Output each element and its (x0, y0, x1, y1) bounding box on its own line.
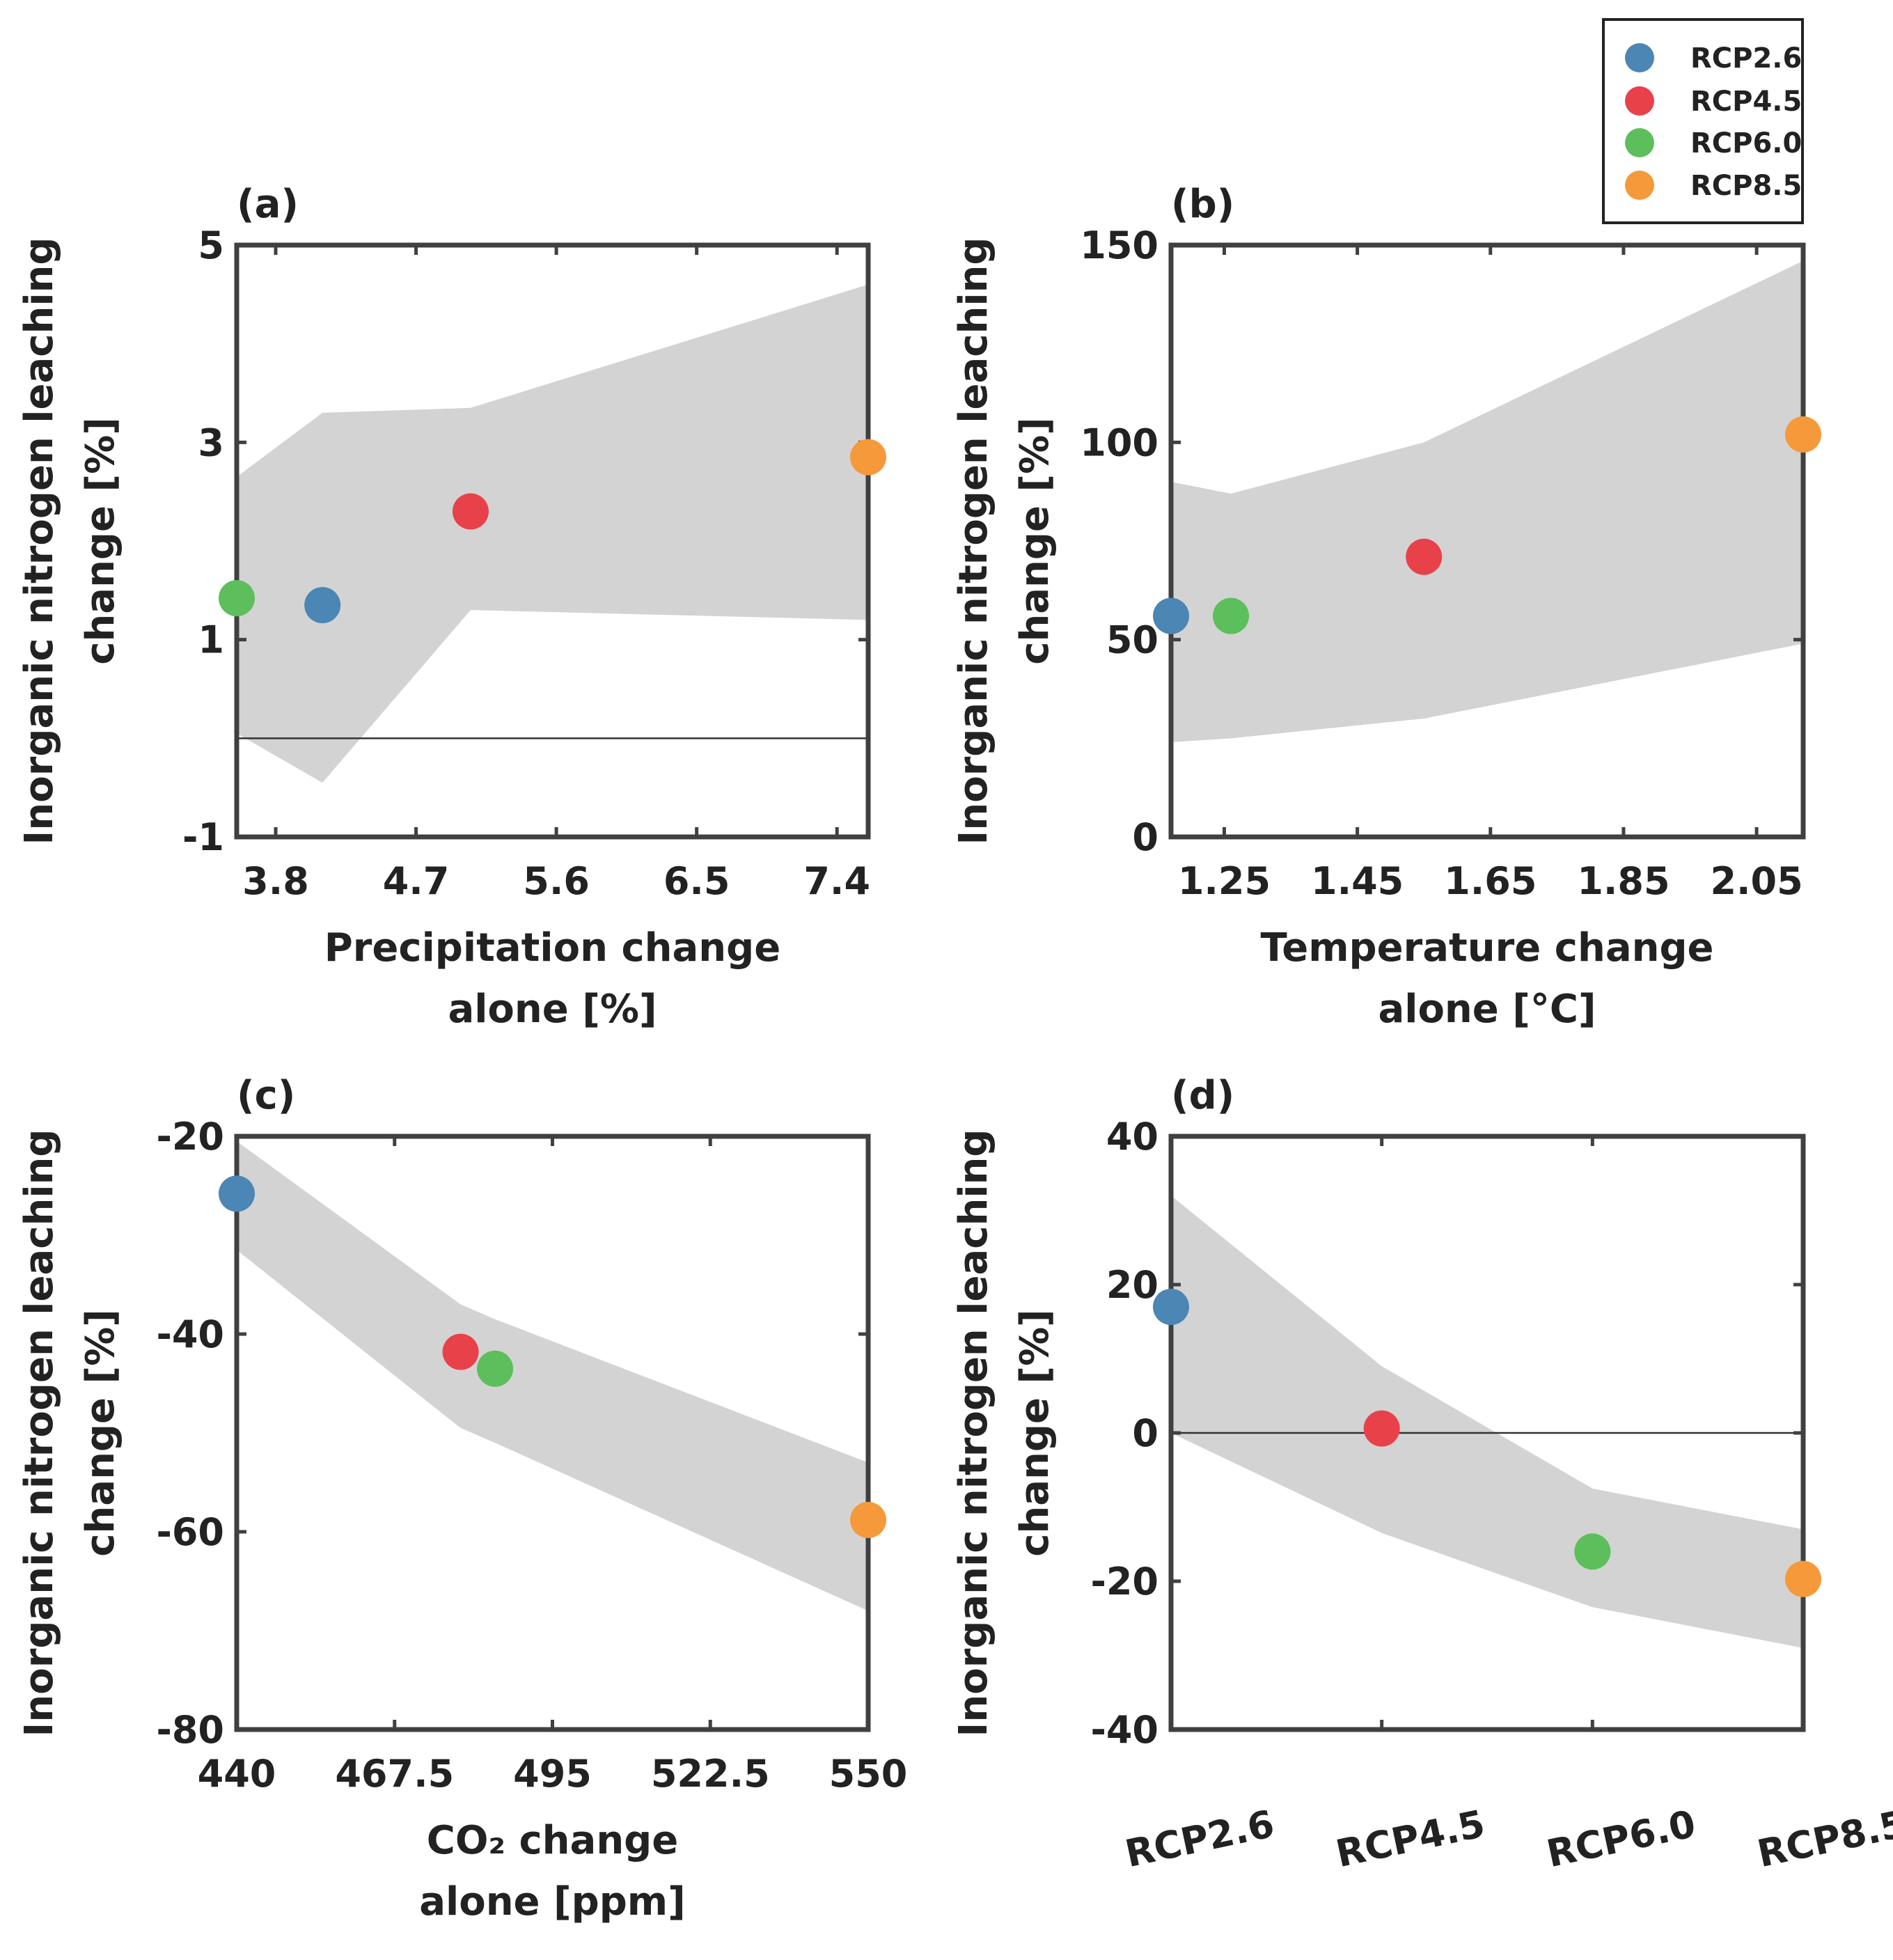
y-axis-label-a: Inorganic nitrogen leaching change [%] (17, 237, 123, 845)
y-tick-label-b: 150 (1080, 224, 1158, 267)
x-axis-label-line: Temperature change (1260, 925, 1713, 971)
x-axis-label-line: Precipitation change (324, 925, 780, 971)
x-tick-label-a: 4.7 (383, 859, 450, 903)
y-tick-label-a: 1 (198, 618, 224, 662)
x-tick-label-c: 440 (198, 1752, 276, 1796)
y-tick-label-d: -40 (1090, 1708, 1158, 1752)
y-axis-label-line: Inorganic nitrogen leaching (17, 237, 62, 845)
panel-a: -1 1 3 5 3.8 4.7 5.6 6.5 7.4 (a) Inorganic nitroge… (17, 182, 886, 1032)
plot-frame-b (1168, 242, 1806, 840)
legend-marker-rcp45 (1625, 86, 1654, 116)
x-axis-label-line: alone [°C] (1378, 987, 1596, 1032)
x-tick-label-a: 7.4 (803, 859, 870, 903)
point-rcp60-d (1574, 1533, 1611, 1570)
range-band-d (1171, 1195, 1803, 1648)
y-axis-label-d: Inorganic nitrogen leaching change [%] (951, 1129, 1058, 1737)
y-tick-label-b: 100 (1080, 421, 1158, 464)
point-rcp85-a (850, 439, 886, 476)
legend-label-rcp45: RCP4.5 (1690, 86, 1802, 118)
x-axis-label-c: CO₂ change alone [ppm] (419, 1818, 686, 1924)
x-tick-label-d: RCP4.5 (1332, 1802, 1489, 1876)
range-band-b (1171, 260, 1803, 743)
y-tick-label-c: -20 (156, 1115, 224, 1159)
x-tick-label-d: RCP2.6 (1122, 1802, 1278, 1876)
point-rcp45-a (452, 493, 489, 530)
y-tick-label-d: 20 (1106, 1263, 1158, 1307)
x-tick-label-b: 1.25 (1178, 859, 1271, 903)
panel-label-a: (a) (237, 182, 299, 227)
panel-label-d: (d) (1171, 1073, 1234, 1118)
y-tick-label-a: 3 (198, 421, 224, 464)
y-axis-label-line: Inorganic nitrogen leaching (17, 1129, 62, 1737)
point-rcp85-b (1785, 416, 1821, 453)
y-tick-label-d: 0 (1132, 1411, 1158, 1455)
legend: RCP2.6 RCP4.5 RCP6.0 RCP8.5 (1602, 18, 1804, 224)
x-axis-label-line: alone [ppm] (419, 1879, 686, 1924)
panel-label-c: (c) (237, 1073, 295, 1118)
panel-d: -40 -20 0 20 40 RCP2.6 RCP4.5 RCP6.0 RCP8.5 (d) In… (951, 1073, 1893, 1876)
point-rcp26-b (1153, 597, 1189, 634)
x-tick-label-d: RCP6.0 (1543, 1802, 1699, 1876)
point-rcp26-d (1153, 1288, 1189, 1325)
legend-label-rcp60: RCP6.0 (1690, 127, 1802, 159)
y-tick-label-b: 0 (1132, 815, 1158, 859)
point-rcp85-d (1785, 1560, 1821, 1597)
panel-b: 0 50 100 150 1.25 1.45 1.65 1.85 2.05 (b) Inorgani… (951, 182, 1821, 1032)
panel-c: -80 -60 -40 -20 440 467.5 495 522.5 550 (c) Inorga… (17, 1073, 907, 1924)
point-rcp45-b (1406, 538, 1443, 575)
panel-label-b: (b) (1171, 182, 1234, 227)
point-rcp85-c (850, 1501, 886, 1538)
y-axis-label-line: change [%] (78, 417, 123, 665)
x-tick-label-c: 550 (829, 1752, 908, 1796)
point-rcp26-c (219, 1175, 255, 1212)
x-tick-label-d: RCP8.5 (1754, 1802, 1893, 1876)
x-tick-label-b: 2.05 (1710, 859, 1802, 903)
x-axis-label-a: Precipitation change alone [%] (324, 925, 780, 1032)
point-rcp60-c (477, 1350, 514, 1387)
point-rcp45-d (1363, 1410, 1400, 1447)
y-tick-label-a: -1 (182, 815, 224, 859)
point-rcp26-a (304, 587, 341, 624)
x-tick-label-a: 6.5 (663, 859, 730, 903)
legend-label-rcp85: RCP8.5 (1690, 170, 1802, 202)
y-tick-label-b: 50 (1106, 618, 1158, 662)
y-axis-label-line: change [%] (1012, 417, 1058, 665)
x-tick-label-c: 522.5 (651, 1752, 770, 1796)
x-axis-label-b: Temperature change alone [°C] (1260, 925, 1713, 1032)
range-band-c (237, 1141, 868, 1611)
legend-marker-rcp85 (1625, 171, 1654, 200)
y-axis-label-line: change [%] (78, 1309, 123, 1557)
point-rcp60-a (219, 580, 255, 617)
y-axis-label-line: Inorganic nitrogen leaching (951, 237, 996, 845)
y-tick-label-d: 40 (1106, 1115, 1158, 1159)
plot-frame-a (234, 242, 871, 840)
x-axis-label-line: alone [%] (448, 987, 657, 1032)
legend-label-rcp26: RCP2.6 (1690, 42, 1802, 75)
x-tick-label-a: 5.6 (523, 859, 590, 903)
x-tick-label-b: 1.85 (1577, 859, 1670, 903)
point-rcp45-c (442, 1333, 479, 1370)
y-axis-label-b: Inorganic nitrogen leaching change [%] (951, 237, 1058, 845)
y-tick-label-c: -40 (156, 1312, 224, 1356)
y-tick-label-c: -80 (156, 1708, 224, 1752)
legend-marker-rcp60 (1625, 128, 1654, 157)
range-band-a (237, 284, 868, 783)
y-axis-label-line: change [%] (1012, 1309, 1058, 1557)
y-tick-label-c: -60 (156, 1510, 224, 1554)
x-axis-label-line: CO₂ change (427, 1818, 679, 1863)
y-tick-label-a: 5 (198, 224, 224, 267)
x-tick-label-c: 467.5 (335, 1752, 454, 1796)
x-tick-label-b: 1.45 (1311, 859, 1404, 903)
y-tick-label-d: -20 (1090, 1560, 1158, 1604)
y-axis-label-c: Inorganic nitrogen leaching change [%] (17, 1129, 123, 1737)
legend-marker-rcp26 (1625, 43, 1654, 72)
point-rcp60-b (1213, 597, 1250, 634)
x-tick-label-a: 3.8 (242, 859, 309, 903)
x-tick-label-b: 1.65 (1444, 859, 1537, 903)
x-tick-label-c: 495 (513, 1752, 592, 1796)
y-axis-label-line: Inorganic nitrogen leaching (951, 1129, 996, 1737)
